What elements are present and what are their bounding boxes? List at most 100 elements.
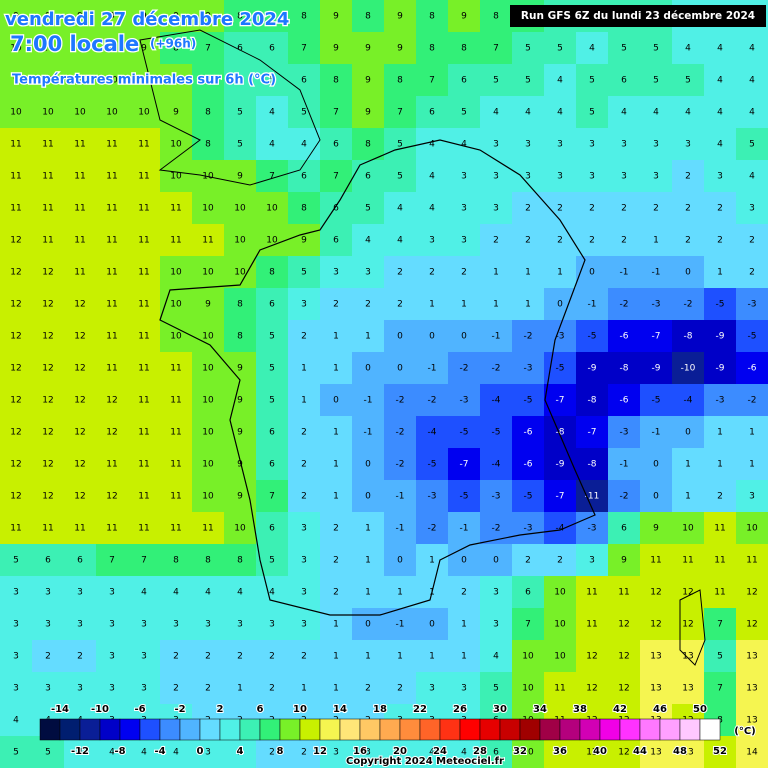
value: 11 — [554, 684, 565, 694]
value: 1 — [429, 652, 435, 662]
cell — [96, 736, 128, 768]
value: 2 — [397, 684, 403, 694]
colorbar-label: 28 — [473, 746, 487, 757]
value: 5 — [269, 396, 275, 406]
value: 11 — [170, 396, 181, 406]
value: 1 — [365, 588, 371, 598]
value: 6 — [269, 524, 275, 534]
cell — [512, 64, 544, 96]
cell — [320, 352, 352, 384]
value: 3 — [301, 556, 307, 566]
value: 12 — [74, 396, 85, 406]
cell — [576, 32, 608, 64]
value: 4 — [749, 108, 755, 118]
value: 9 — [461, 12, 467, 22]
colorbar-label: 24 — [433, 746, 447, 757]
cell — [448, 320, 480, 352]
value: 7 — [205, 44, 211, 54]
cell — [96, 640, 128, 672]
cell — [704, 416, 736, 448]
cell — [32, 416, 64, 448]
cell — [704, 288, 736, 320]
value: 1 — [493, 268, 499, 278]
cell — [448, 544, 480, 576]
value: 6 — [237, 44, 243, 54]
value: 3 — [589, 140, 595, 150]
value: 1 — [365, 332, 371, 342]
cell — [544, 352, 576, 384]
cell — [224, 0, 256, 32]
cell — [480, 576, 512, 608]
value: 10 — [138, 76, 150, 86]
value: 6 — [301, 172, 307, 182]
cell — [64, 64, 96, 96]
value: 1 — [333, 620, 339, 630]
cell — [160, 672, 192, 704]
cell — [640, 192, 672, 224]
cell — [192, 416, 224, 448]
value: 2 — [717, 236, 723, 246]
cell — [96, 512, 128, 544]
value: 1 — [301, 364, 307, 374]
cell — [480, 64, 512, 96]
value: 9 — [109, 12, 115, 22]
cell — [608, 192, 640, 224]
value: 4 — [397, 204, 403, 214]
colorbar-label: -10 — [91, 704, 109, 715]
colorbar-box — [139, 718, 161, 741]
value: -2 — [396, 460, 405, 470]
value: 11 — [74, 204, 85, 214]
cell — [448, 288, 480, 320]
cell — [608, 160, 640, 192]
colorbar-label: 26 — [453, 704, 467, 715]
cell — [64, 384, 96, 416]
cell — [416, 640, 448, 672]
value: 9 — [173, 12, 179, 22]
colorbar-box — [279, 718, 301, 741]
cell — [480, 512, 512, 544]
cell — [160, 32, 192, 64]
cell — [736, 32, 768, 64]
value: 6 — [269, 460, 275, 470]
colorbar-label: 4 — [237, 746, 244, 757]
cell — [448, 640, 480, 672]
cell — [576, 416, 608, 448]
cell — [736, 512, 768, 544]
value: -7 — [652, 332, 661, 342]
cell — [480, 480, 512, 512]
cell — [32, 0, 64, 32]
cell — [672, 256, 704, 288]
value: 8 — [365, 140, 371, 150]
value: 11 — [42, 204, 53, 214]
value: 0 — [653, 492, 659, 502]
value: 11 — [746, 556, 757, 566]
colorbar-label: 0 — [197, 746, 204, 757]
cell — [256, 256, 288, 288]
value: 8 — [493, 12, 499, 22]
value: 5 — [13, 556, 19, 566]
value: 0 — [365, 460, 371, 470]
colorbar-box — [459, 718, 481, 741]
colorbar-label: 2 — [217, 704, 224, 715]
cell — [192, 96, 224, 128]
cell — [384, 416, 416, 448]
value: 7 — [717, 684, 723, 694]
colorbar-box — [59, 718, 81, 741]
value: 2 — [333, 588, 339, 598]
value: 12 — [42, 396, 53, 406]
value: 12 — [746, 588, 757, 598]
value: 2 — [45, 652, 51, 662]
cell — [480, 256, 512, 288]
cell — [160, 224, 192, 256]
cell — [512, 512, 544, 544]
value: 4 — [621, 108, 627, 118]
cell — [192, 128, 224, 160]
cell — [736, 640, 768, 672]
cell — [384, 0, 416, 32]
cell — [544, 160, 576, 192]
value: 12 — [10, 236, 21, 246]
value: 12 — [682, 620, 693, 630]
value: 2 — [333, 524, 339, 534]
cell — [320, 576, 352, 608]
cell — [736, 480, 768, 512]
